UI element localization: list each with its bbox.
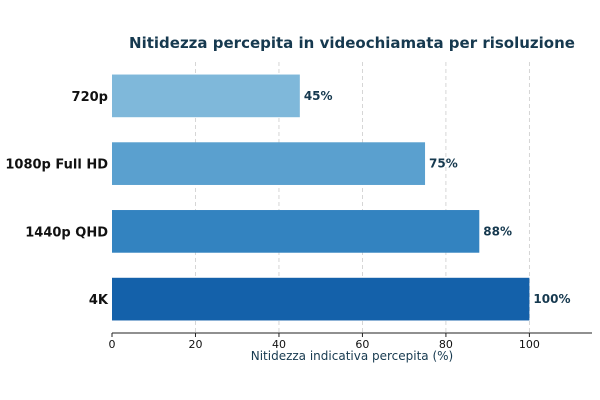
value-label: 75% <box>429 157 458 171</box>
x-tick-label: 0 <box>109 338 116 351</box>
bars <box>112 74 530 321</box>
chart-title: Nitidezza percepita in videochiamata per… <box>129 34 575 52</box>
value-label: 88% <box>483 224 512 238</box>
bar <box>112 142 426 185</box>
x-tick-label: 60 <box>355 338 369 351</box>
category-label: 1080p Full HD <box>5 158 108 173</box>
category-label: 4K <box>89 293 109 308</box>
category-label: 720p <box>72 90 108 105</box>
x-tick-label: 20 <box>188 338 202 351</box>
bar <box>112 74 300 118</box>
value-label: 100% <box>533 292 570 306</box>
value-label: 45% <box>304 89 333 103</box>
value-labels: 45% 75% 88% 100% <box>304 89 571 306</box>
x-tick-label: 40 <box>272 338 286 351</box>
x-axis-ticks: 0 20 40 60 80 100 <box>109 333 540 351</box>
x-tick-label: 80 <box>439 338 453 351</box>
bar <box>112 210 480 253</box>
x-axis-title: Nitidezza indicativa percepita (%) <box>251 349 454 363</box>
category-label: 1440p QHD <box>25 225 108 240</box>
x-tick-label: 100 <box>519 338 540 351</box>
category-labels: 720p 1080p Full HD 1440p QHD 4K <box>5 90 109 308</box>
bar <box>112 277 530 321</box>
